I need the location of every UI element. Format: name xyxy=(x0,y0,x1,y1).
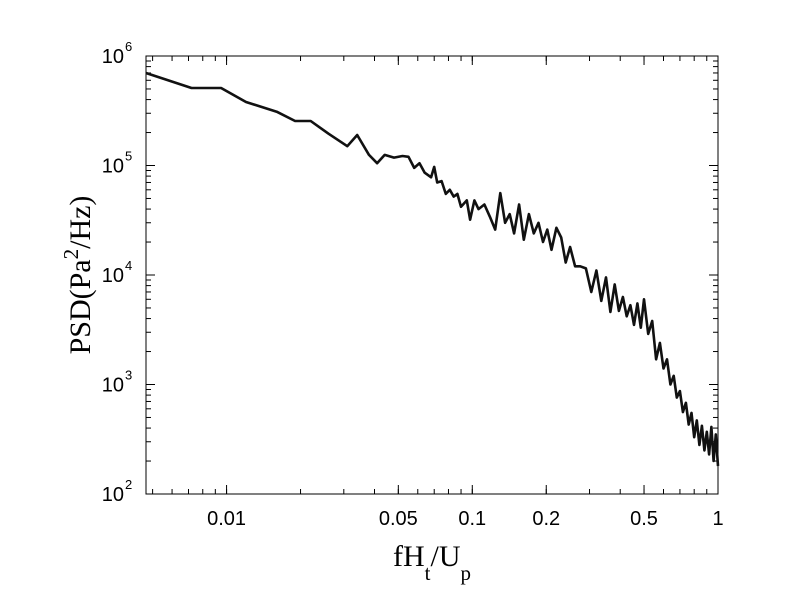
y-tick-label: 10 xyxy=(102,46,124,68)
x-tick-label: 1 xyxy=(712,508,723,530)
y-tick-label-exponent: 5 xyxy=(125,149,132,164)
x-axis-label-mid: /U xyxy=(431,540,461,573)
x-tick-label: 0.05 xyxy=(379,508,418,530)
x-tick-label: 0.2 xyxy=(532,508,560,530)
x-tick-label: 0.5 xyxy=(630,508,658,530)
psd-series-line xyxy=(145,71,720,467)
x-axis-ticks xyxy=(152,56,719,494)
y-tick-label: 10 xyxy=(102,156,124,178)
y-tick-label: 10 xyxy=(102,484,124,506)
y-tick-label-exponent: 3 xyxy=(125,368,132,383)
x-axis-label: fHt/Up xyxy=(393,540,471,585)
x-tick-label: 0.1 xyxy=(458,508,486,530)
plot-frame xyxy=(145,55,719,495)
y-axis-label-pre: PSD(Pa xyxy=(64,259,97,354)
x-axis-tick-labels: 0.01 0.05 0.1 0.2 0.5 1 xyxy=(207,508,723,530)
y-tick-label-exponent: 2 xyxy=(125,477,132,492)
x-axis-label-sub2: p xyxy=(461,561,472,585)
x-axis-label-sub1: t xyxy=(425,561,431,585)
y-tick-label-exponent: 6 xyxy=(125,39,132,54)
x-tick-label: 0.01 xyxy=(207,508,246,530)
x-axis-label-base: fH xyxy=(393,540,425,573)
y-axis-label-post: /Hz) xyxy=(64,196,97,249)
y-axis-label-sup: 2 xyxy=(59,249,83,260)
y-tick-label: 10 xyxy=(102,265,124,287)
y-axis-label: PSD(Pa2/Hz) xyxy=(59,196,97,355)
y-axis-ticks xyxy=(146,55,718,495)
y-tick-label: 10 xyxy=(102,375,124,397)
y-tick-label-exponent: 4 xyxy=(125,258,132,273)
